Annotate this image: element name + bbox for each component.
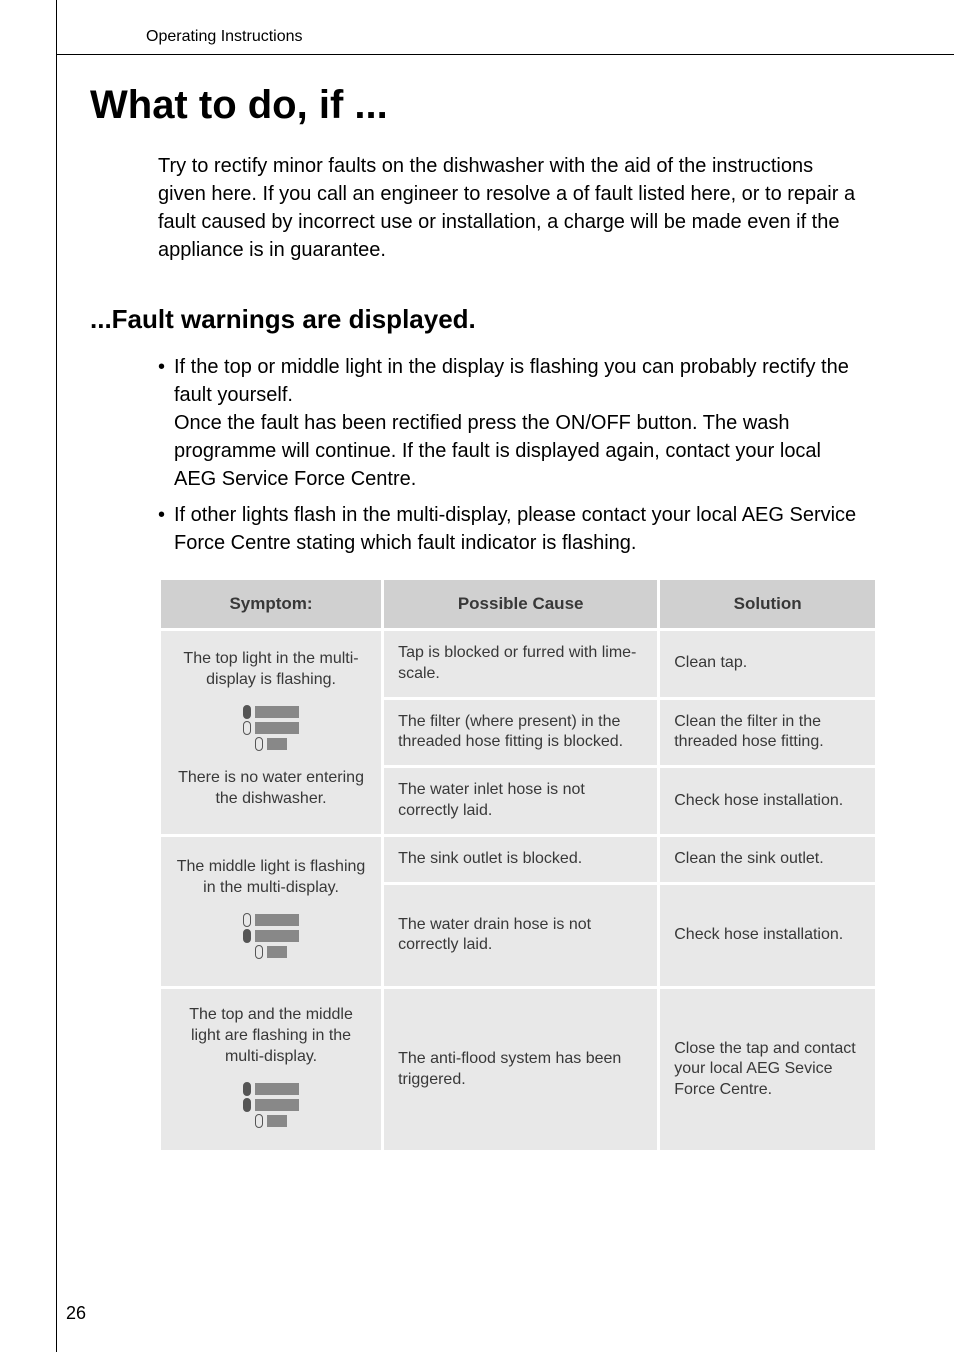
section-heading: ...Fault warnings are displayed.	[90, 304, 864, 335]
page-header: Operating Instructions	[56, 0, 954, 55]
cause-cell: The anti-flood system has been triggered…	[383, 988, 659, 1152]
solution-cell: Check hose installation.	[659, 767, 877, 836]
bullet-item: If the top or middle light in the displa…	[158, 353, 864, 493]
main-content: What to do, if ... Try to rectify minor …	[0, 83, 954, 1153]
symptom-text-bottom: There is no water entering the dishwashe…	[175, 768, 367, 810]
solution-cell: Clean tap.	[659, 630, 877, 699]
cause-cell: The sink outlet is blocked.	[383, 835, 659, 883]
page-number: 26	[66, 1303, 86, 1324]
bullet-list: If the top or middle light in the displa…	[158, 353, 864, 557]
bullet-item: If other lights flash in the multi-displ…	[158, 501, 864, 557]
solution-cell: Clean the filter in the threaded hose fi…	[659, 698, 877, 767]
cause-cell: The water inlet hose is not correctly la…	[383, 767, 659, 836]
symptom-cell: The top light in the multi-display is fl…	[160, 630, 383, 836]
page-left-rule	[56, 0, 57, 1352]
header-title: Operating Instructions	[146, 28, 864, 46]
symptom-cell: The middle light is flashing in the mult…	[160, 835, 383, 987]
table-row: The middle light is flashing in the mult…	[160, 835, 877, 883]
solution-cell: Close the tap and contact your local AEG…	[659, 988, 877, 1152]
fault-table: Symptom: Possible Cause Solution The top…	[158, 577, 878, 1153]
bullet-main-text: If other lights flash in the multi-displ…	[174, 504, 856, 554]
cause-cell: Tap is blocked or furred with lime-scale…	[383, 630, 659, 699]
cause-cell: The filter (where present) in the thread…	[383, 698, 659, 767]
symptom-text: The top light in the multi-display is fl…	[175, 649, 367, 691]
table-row: The top light in the multi-display is fl…	[160, 630, 877, 699]
cause-cell: The water drain hose is not correctly la…	[383, 883, 659, 988]
col-header-symptom: Symptom:	[160, 579, 383, 630]
bullet-sub-text: Once the fault has been rectified press …	[174, 409, 864, 493]
multi-display-icon	[243, 1080, 299, 1130]
solution-cell: Check hose installation.	[659, 883, 877, 988]
symptom-text: The middle light is flashing in the mult…	[175, 857, 367, 899]
col-header-cause: Possible Cause	[383, 579, 659, 630]
page-title: What to do, if ...	[90, 83, 864, 128]
bullet-main-text: If the top or middle light in the displa…	[174, 356, 849, 406]
intro-paragraph: Try to rectify minor faults on the dishw…	[158, 152, 864, 264]
symptom-cell: The top and the middle light are flashin…	[160, 988, 383, 1152]
solution-cell: Clean the sink outlet.	[659, 835, 877, 883]
multi-display-icon	[243, 703, 299, 753]
col-header-solution: Solution	[659, 579, 877, 630]
symptom-text: The top and the middle light are flashin…	[175, 1005, 367, 1067]
multi-display-icon	[243, 911, 299, 961]
table-row: The top and the middle light are flashin…	[160, 988, 877, 1152]
table-header-row: Symptom: Possible Cause Solution	[160, 579, 877, 630]
